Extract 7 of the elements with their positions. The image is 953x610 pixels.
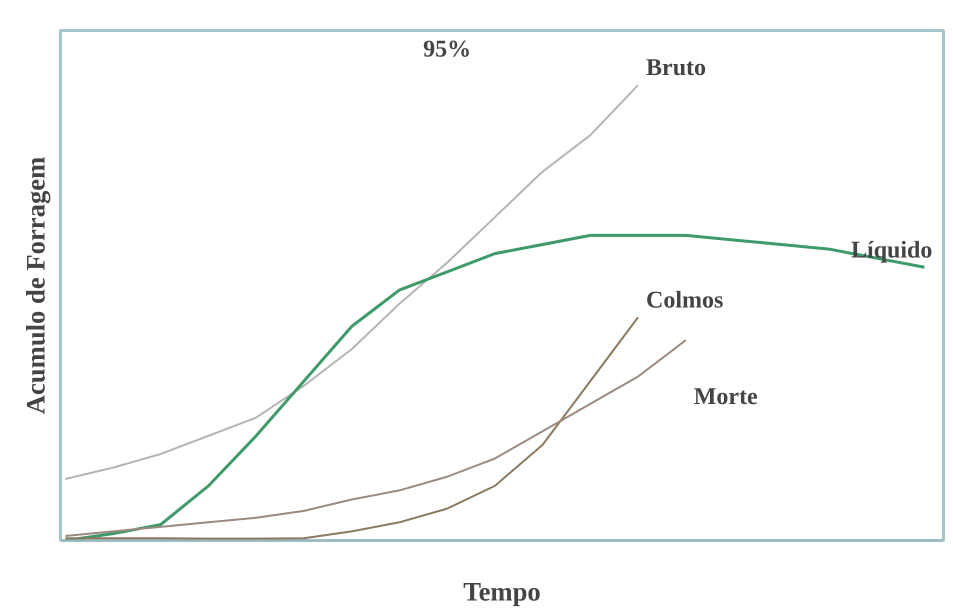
series-label: Líquido xyxy=(851,237,932,264)
text: 95% xyxy=(423,36,472,62)
series-label: Morte xyxy=(694,384,758,410)
series-label: Colmos xyxy=(646,287,724,314)
y-axis-title: Acumulo de Forragem xyxy=(20,156,50,414)
x-axis-title: Tempo xyxy=(463,576,541,606)
series-label: Bruto xyxy=(646,55,706,82)
